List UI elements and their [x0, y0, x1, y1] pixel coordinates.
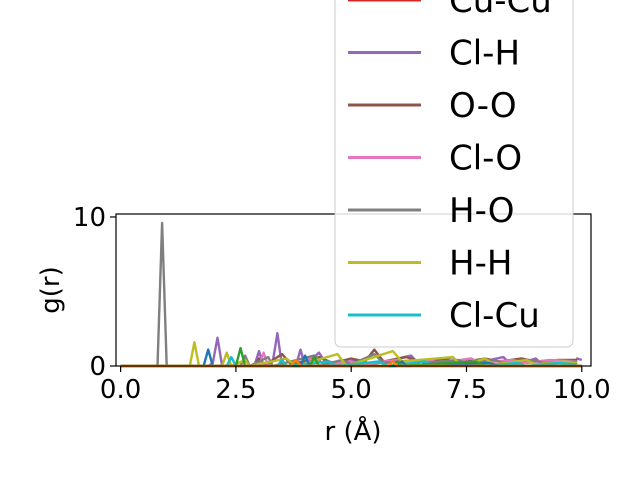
legend-label-o-o: O-O	[449, 86, 517, 126]
x-tick-label: 10.0	[553, 375, 611, 405]
legend-label-cl-o: Cl-O	[449, 139, 522, 179]
legend: Cu-Cu Cl-H O-O Cl-O H-O H-H Cl-Cu	[334, 0, 574, 348]
legend-label-cu-cu: Cu-Cu	[449, 0, 552, 21]
legend-label-cl-h: Cl-H	[449, 34, 520, 74]
y-axis: 0 10	[73, 203, 116, 382]
x-tick-label: 5.0	[331, 375, 372, 405]
y-axis-label: g(r)	[36, 266, 66, 313]
y-tick-label: 10	[73, 203, 106, 233]
legend-label-h-o: H-O	[449, 191, 515, 231]
legend-label-cl-cu: Cl-Cu	[449, 296, 540, 336]
x-tick-label: 7.5	[446, 375, 487, 405]
x-axis: 0.0 2.5 5.0 7.5 10.0	[100, 366, 611, 405]
y-tick-label: 0	[89, 352, 106, 382]
legend-frame	[334, 0, 574, 348]
x-axis-label: r (Å)	[324, 415, 381, 447]
x-tick-label: 0.0	[100, 375, 141, 405]
x-tick-label: 2.5	[215, 375, 256, 405]
legend-label-h-h: H-H	[449, 244, 512, 284]
